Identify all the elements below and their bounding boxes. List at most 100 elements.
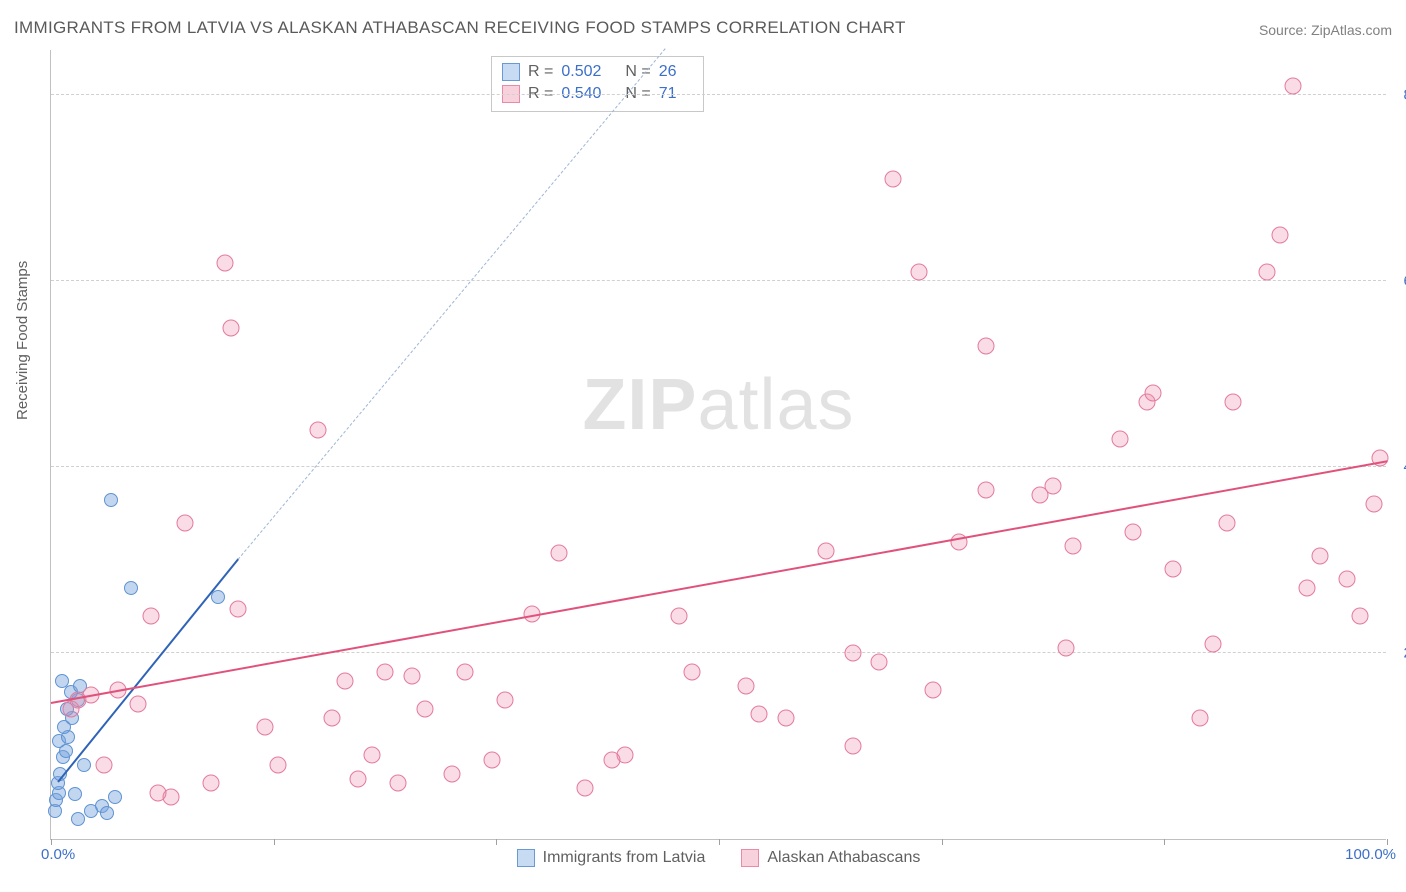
x-tick [942,839,943,845]
legend: Immigrants from Latvia Alaskan Athabasca… [51,849,1386,867]
data-point [230,600,247,617]
data-point [751,705,768,722]
data-point [71,812,85,826]
data-point [211,590,225,604]
swatch-icon [517,849,535,867]
data-point [1285,78,1302,95]
data-point [1338,570,1355,587]
legend-item-latvia: Immigrants from Latvia [517,849,706,867]
x-tick [1164,839,1165,845]
data-point [55,674,69,688]
data-point [911,264,928,281]
data-point [143,607,160,624]
data-point [417,700,434,717]
data-point [129,696,146,713]
data-point [1298,580,1315,597]
data-point [336,673,353,690]
data-point [1111,431,1128,448]
x-tick [51,839,52,845]
data-point [1365,496,1382,513]
legend-label: Immigrants from Latvia [543,849,706,867]
data-point [924,682,941,699]
data-point [871,654,888,671]
data-point [844,645,861,662]
y-axis-label: Receiving Food Stamps [14,261,31,420]
chart-title: IMMIGRANTS FROM LATVIA VS ALASKAN ATHABA… [14,18,906,38]
data-point [256,719,273,736]
data-point [457,663,474,680]
stat-row-latvia: R = 0.502 N = 26 [502,61,693,83]
stats-box: R = 0.502 N = 26 R = 0.540 N = 71 [491,56,704,112]
data-point [670,607,687,624]
data-point [270,756,287,773]
trend-line [57,559,239,783]
data-point [550,544,567,561]
data-point [684,663,701,680]
gridline [51,466,1386,467]
n-value: 26 [659,61,677,83]
watermark: ZIPatlas [582,364,854,446]
data-point [1125,524,1142,541]
data-point [1312,547,1329,564]
data-point [363,747,380,764]
gridline [51,94,1386,95]
data-point [203,775,220,792]
data-point [323,710,340,727]
scatter-plot: ZIPatlas R = 0.502 N = 26 R = 0.540 N = … [50,50,1386,840]
data-point [1045,477,1062,494]
swatch-icon [741,849,759,867]
data-point [1165,561,1182,578]
data-point [497,691,514,708]
data-point [978,482,995,499]
gridline [51,652,1386,653]
source-label: Source: ZipAtlas.com [1259,22,1392,38]
data-point [1352,607,1369,624]
data-point [978,338,995,355]
data-point [350,770,367,787]
data-point [817,542,834,559]
data-point [1225,394,1242,411]
data-point [100,806,114,820]
x-tick [1387,839,1388,845]
data-point [483,752,500,769]
data-point [1058,640,1075,657]
data-point [737,677,754,694]
data-point [104,493,118,507]
data-point [124,581,138,595]
data-point [377,663,394,680]
data-point [96,756,113,773]
data-point [1205,635,1222,652]
data-point [884,171,901,188]
data-point [149,784,166,801]
data-point [310,422,327,439]
data-point [176,515,193,532]
data-point [68,787,82,801]
trend-line-extended [238,48,666,560]
x-tick [496,839,497,845]
data-point [604,752,621,769]
x-tick [274,839,275,845]
data-point [1218,515,1235,532]
data-point [844,738,861,755]
data-point [1258,264,1275,281]
gridline [51,280,1386,281]
data-point [77,758,91,772]
trend-line [51,461,1387,705]
data-point [1191,710,1208,727]
data-point [108,790,122,804]
data-point [1065,538,1082,555]
swatch-icon [502,63,520,81]
data-point [577,779,594,796]
data-point [216,254,233,271]
data-point [223,319,240,336]
legend-item-athabascan: Alaskan Athabascans [741,849,920,867]
data-point [390,775,407,792]
legend-label: Alaskan Athabascans [767,849,920,867]
data-point [1145,384,1162,401]
data-point [403,668,420,685]
data-point [777,710,794,727]
x-tick [719,839,720,845]
data-point [443,765,460,782]
r-value: 0.502 [561,61,601,83]
data-point [1272,226,1289,243]
